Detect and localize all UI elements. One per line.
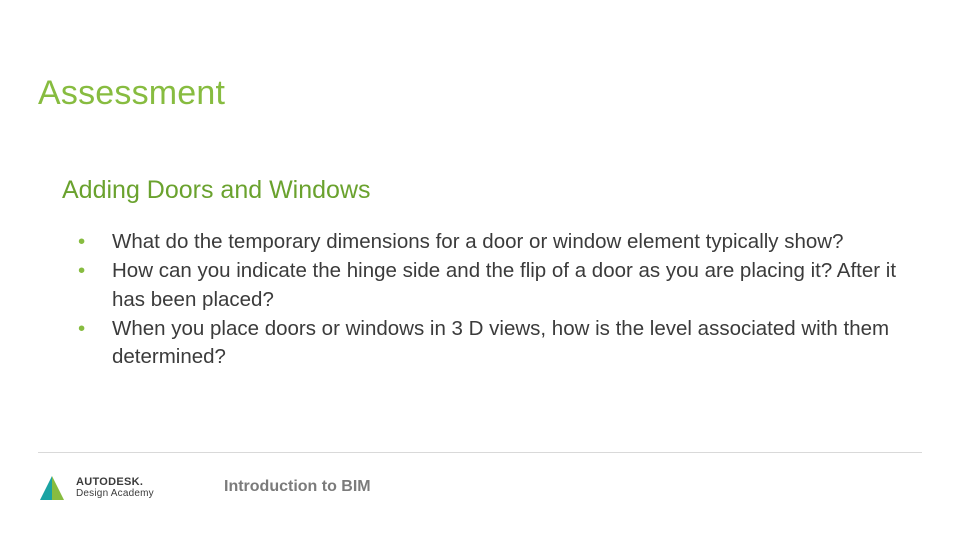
footer-course-title: Introduction to BIM	[224, 478, 371, 496]
bullet-marker: •	[74, 315, 112, 343]
logo-text: AUTODESK. Design Academy	[76, 477, 154, 499]
bullet-text: When you place doors or windows in 3 D v…	[112, 315, 912, 372]
divider	[38, 452, 922, 453]
list-item: • When you place doors or windows in 3 D…	[74, 315, 912, 372]
footer-logo-block: AUTODESK. Design Academy	[38, 474, 154, 502]
autodesk-logo-icon	[38, 474, 66, 502]
page-title: Assessment	[38, 74, 225, 113]
bullet-marker: •	[74, 257, 112, 285]
logo-brand: AUTODESK.	[76, 477, 154, 489]
bullet-list: • What do the temporary dimensions for a…	[74, 228, 912, 372]
section-subtitle: Adding Doors and Windows	[62, 176, 371, 205]
list-item: • How can you indicate the hinge side an…	[74, 257, 912, 314]
logo-subbrand: Design Academy	[76, 489, 154, 500]
bullet-text: How can you indicate the hinge side and …	[112, 257, 912, 314]
list-item: • What do the temporary dimensions for a…	[74, 228, 912, 256]
bullet-marker: •	[74, 228, 112, 256]
bullet-text: What do the temporary dimensions for a d…	[112, 228, 912, 256]
slide: Assessment Adding Doors and Windows • Wh…	[0, 0, 960, 540]
